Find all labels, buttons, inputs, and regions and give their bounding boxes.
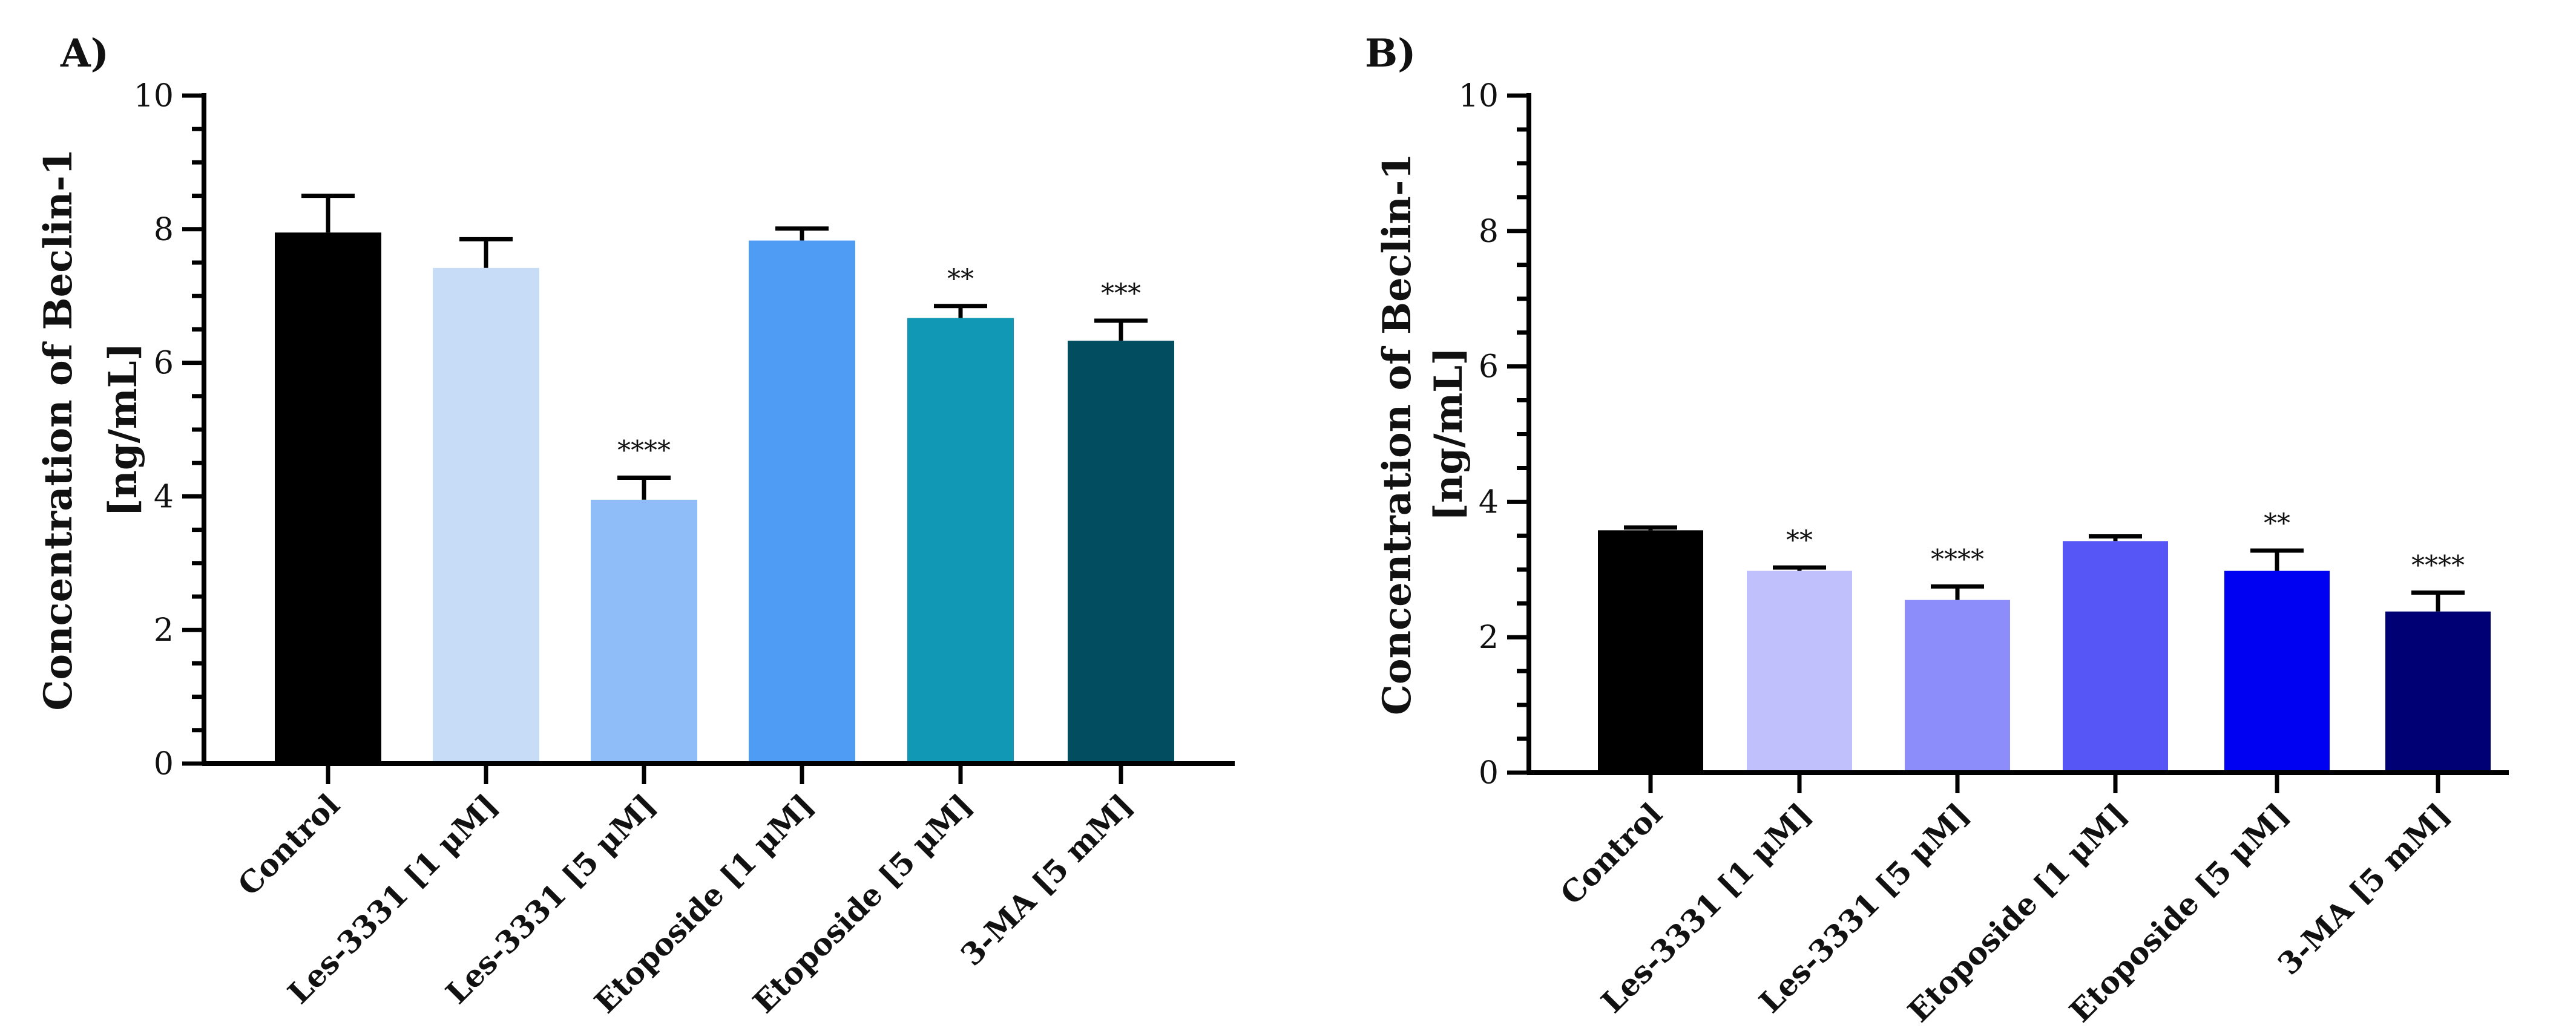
y-axis-label: Concentration of Beclin-1 <box>1375 153 1420 715</box>
y-tick-label: 2 <box>1479 620 1499 656</box>
y-tick-label: 10 <box>134 78 174 114</box>
significance-marker: ** <box>2264 508 2290 539</box>
bar-3 <box>749 240 855 764</box>
bar-0 <box>1598 530 1703 773</box>
y-axis-label: Concentration of Beclin-1 <box>36 148 81 710</box>
panel-a-chart: A) Concentration of Beclin-1 [ng/mL] Contro… <box>36 31 1235 1020</box>
y-axis-unit-label: [ng/mL] <box>100 342 146 517</box>
y-tick-label: 0 <box>1479 755 1499 791</box>
bar-5 <box>2385 611 2491 773</box>
bar-2 <box>1905 600 2010 773</box>
bar-0 <box>275 232 381 764</box>
bar-1 <box>1747 571 1852 773</box>
y-tick-label: 0 <box>154 746 174 782</box>
category-label: 3-MA [5 mM] <box>954 787 1140 973</box>
category-label: Control <box>1553 796 1669 912</box>
y-tick-label: 10 <box>1459 78 1499 114</box>
bar-2 <box>591 499 697 764</box>
significance-marker: *** <box>1101 278 1141 309</box>
bar-4 <box>907 318 1014 764</box>
bar-5 <box>1068 341 1174 764</box>
significance-marker: ** <box>1786 525 1813 556</box>
y-tick-label: 2 <box>154 612 174 649</box>
y-tick-label: 6 <box>154 345 174 382</box>
bar-4 <box>2224 571 2330 773</box>
category-label: 3-MA [5 mM] <box>2271 796 2457 982</box>
significance-marker: ** <box>947 264 974 295</box>
y-axis-unit-label: [ng/mL] <box>1426 347 1471 522</box>
category-label: Control <box>231 787 346 903</box>
y-tick-label: 4 <box>154 479 174 515</box>
y-tick-label: 8 <box>1479 214 1499 250</box>
bar-1 <box>433 267 539 764</box>
bar-3 <box>2063 541 2168 773</box>
y-tick-label: 8 <box>154 212 174 248</box>
y-tick-label: 6 <box>1479 349 1499 385</box>
panel-label: B) <box>1365 31 1416 76</box>
significance-marker: **** <box>617 435 671 466</box>
significance-marker: **** <box>2411 550 2465 581</box>
panel-b-chart: B) Concentration of Beclin-1 [ng/mL] Contro… <box>1365 31 2509 1029</box>
y-tick-label: 4 <box>1479 484 1499 520</box>
significance-marker: **** <box>1931 544 1984 575</box>
panel-label: A) <box>60 31 109 76</box>
